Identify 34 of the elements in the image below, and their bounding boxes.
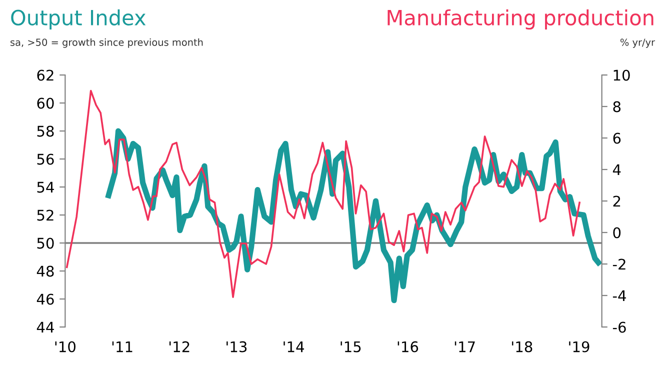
y-tick-label: 44 [36,322,54,333]
y2-tick-label: -2 [612,258,626,270]
y2-tick-label: 2 [613,196,620,207]
y2-tick-label: 6 [613,132,621,144]
x-tick-label: '19 [569,341,590,352]
x-tick-label: '14 [284,341,304,352]
y2-tick-label: 8 [613,101,621,112]
y-tick-label: 54 [37,182,54,193]
y-tick-label: 50 [37,238,54,249]
line-series [66,90,580,298]
text: Output Index [11,9,146,30]
y-tick-label: 56 [37,154,54,165]
x-tick-label: '18 [512,341,532,352]
x-tick-label: '12 [169,341,190,352]
x-tick-label: '16 [398,341,418,352]
text: Manufacturing production [388,9,654,30]
y-tick-label: 52 [37,210,54,221]
y2-axis-title: % yr/yr [620,38,656,48]
x-tick-label: '13 [226,341,247,352]
y2-tick-label: 0 [613,227,621,238]
y2-tick-label: -4 [612,290,626,302]
y-tick-label: 58 [37,126,54,137]
x-tick-label: '17 [454,341,475,352]
y2-tick-label: 4 [612,164,621,176]
y-axis-title: sa, >50 = growth since previous month [10,38,203,48]
y-tick-label: 62 [37,70,54,81]
y2-tick-label: -6 [612,322,626,333]
y2-tick-label: 10 [614,70,630,81]
y-tick-label: 46 [36,294,54,305]
x-tick-label: '10 [55,341,76,352]
y-tick-label: 60 [37,98,54,109]
x-tick-label: '11 [112,341,132,352]
x-tick-label: '15 [340,341,361,352]
y-tick-label: 48 [36,266,54,277]
